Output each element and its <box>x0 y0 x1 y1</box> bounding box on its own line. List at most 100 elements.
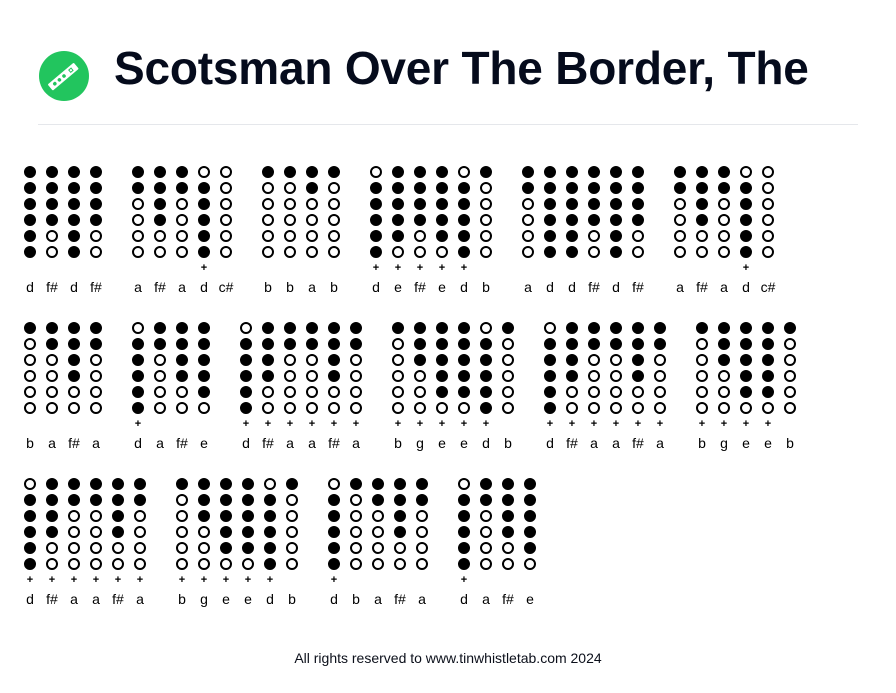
open-hole-icon <box>286 558 298 570</box>
closed-hole-icon <box>24 526 36 538</box>
open-hole-icon <box>674 230 686 242</box>
open-hole-icon <box>350 386 362 398</box>
open-hole-icon <box>632 246 644 258</box>
closed-hole-icon <box>458 542 470 554</box>
octave-marker: + <box>394 262 402 274</box>
open-hole-icon <box>262 230 274 242</box>
closed-hole-icon <box>480 338 492 350</box>
note-label: f# <box>328 435 340 451</box>
open-hole-icon <box>394 542 406 554</box>
note-label: d <box>482 435 490 451</box>
open-hole-icon <box>220 214 232 226</box>
closed-hole-icon <box>90 478 102 490</box>
closed-hole-icon <box>242 478 254 490</box>
open-hole-icon <box>416 510 428 522</box>
open-hole-icon <box>284 230 296 242</box>
open-hole-icon <box>328 230 340 242</box>
closed-hole-icon <box>68 322 80 334</box>
note-label: f# <box>154 279 166 295</box>
open-hole-icon <box>46 370 58 382</box>
closed-hole-icon <box>46 198 58 210</box>
closed-hole-icon <box>328 494 340 506</box>
closed-hole-icon <box>112 478 124 490</box>
note-label: e <box>742 435 750 451</box>
closed-hole-icon <box>350 338 362 350</box>
closed-hole-icon <box>740 354 752 366</box>
closed-hole-icon <box>328 542 340 554</box>
open-hole-icon <box>480 542 492 554</box>
note-fingering: a <box>517 164 539 297</box>
note-fingering: + a <box>649 320 671 453</box>
tin-whistle-icon[interactable] <box>39 51 89 101</box>
note-label: b <box>394 435 402 451</box>
closed-hole-icon <box>524 494 536 506</box>
closed-hole-icon <box>610 198 622 210</box>
note-label: a <box>70 591 78 607</box>
note-group: b a f# a <box>19 320 107 453</box>
note-fingering: f# <box>583 164 605 297</box>
closed-hole-icon <box>416 478 428 490</box>
note-fingering: + d <box>193 164 215 297</box>
closed-hole-icon <box>154 182 166 194</box>
closed-hole-icon <box>392 182 404 194</box>
closed-hole-icon <box>24 558 36 570</box>
open-hole-icon <box>524 558 536 570</box>
closed-hole-icon <box>566 246 578 258</box>
octave-marker: + <box>114 574 122 586</box>
closed-hole-icon <box>328 370 340 382</box>
closed-hole-icon <box>414 322 426 334</box>
note-fingering: b <box>279 164 301 297</box>
closed-hole-icon <box>240 370 252 382</box>
note-fingering: + b <box>387 320 409 453</box>
open-hole-icon <box>784 402 796 414</box>
open-hole-icon <box>740 166 752 178</box>
open-hole-icon <box>306 230 318 242</box>
closed-hole-icon <box>24 182 36 194</box>
closed-hole-icon <box>632 322 644 334</box>
note-fingering: a <box>85 320 107 453</box>
open-hole-icon <box>284 370 296 382</box>
closed-hole-icon <box>436 386 448 398</box>
note-fingering: b <box>19 320 41 453</box>
closed-hole-icon <box>524 542 536 554</box>
closed-hole-icon <box>588 214 600 226</box>
closed-hole-icon <box>370 182 382 194</box>
note-label: f# <box>414 279 426 295</box>
note-fingering: + a <box>605 320 627 453</box>
open-hole-icon <box>480 510 492 522</box>
note-fingering: b <box>323 164 345 297</box>
open-hole-icon <box>68 526 80 538</box>
closed-hole-icon <box>220 510 232 522</box>
note-fingering: b <box>281 476 303 609</box>
open-hole-icon <box>392 338 404 350</box>
closed-hole-icon <box>154 338 166 350</box>
octave-marker: + <box>134 418 142 430</box>
closed-hole-icon <box>544 402 556 414</box>
closed-hole-icon <box>502 526 514 538</box>
open-hole-icon <box>674 246 686 258</box>
open-hole-icon <box>696 230 708 242</box>
open-hole-icon <box>610 402 622 414</box>
octave-marker: + <box>200 262 208 274</box>
note-fingering: a <box>149 320 171 453</box>
closed-hole-icon <box>198 230 210 242</box>
note-fingering: + d <box>323 476 345 609</box>
open-hole-icon <box>588 230 600 242</box>
note-fingering: + d <box>735 164 757 297</box>
note-group: d f# d f# <box>19 164 107 297</box>
open-hole-icon <box>762 166 774 178</box>
open-hole-icon <box>392 370 404 382</box>
closed-hole-icon <box>90 182 102 194</box>
open-hole-icon <box>588 246 600 258</box>
closed-hole-icon <box>588 322 600 334</box>
closed-hole-icon <box>458 370 470 382</box>
octave-marker: + <box>698 418 706 430</box>
footer-copyright: All rights reserved to www.tinwhistletab… <box>294 650 602 666</box>
open-hole-icon <box>392 354 404 366</box>
note-group: + b + g + e + e + d b <box>171 476 303 609</box>
note-label: f# <box>394 591 406 607</box>
closed-hole-icon <box>370 246 382 258</box>
open-hole-icon <box>784 354 796 366</box>
closed-hole-icon <box>414 354 426 366</box>
note-group: + d a f# e <box>127 320 215 453</box>
